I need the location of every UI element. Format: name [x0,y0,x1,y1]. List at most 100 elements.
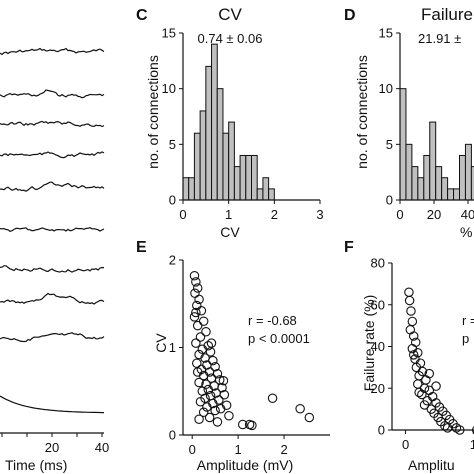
scatter-point [194,377,204,388]
panel-f-y-label: Failure rate (%) [361,295,377,391]
histogram-bar [411,166,419,201]
y-tick-label: 5 [169,137,176,152]
y-tick-label: 1 [169,340,176,355]
scatter-point [414,387,424,398]
scatter-point [192,283,203,293]
panel-e-points [189,270,315,431]
scatter-point [219,389,230,400]
scatter-point [198,407,209,417]
histogram-bar [188,177,195,201]
scatter-point [431,381,441,391]
panel-e: E 0 1 2 0 1 2 r = -0.68 p < 0.0001 Amplitude … [136,239,330,473]
scatter-point [189,270,200,281]
histogram-bar [222,132,230,201]
panel-f-axes: 0 20 40 60 80 0 1 [371,256,474,452]
histogram-bar [464,143,472,201]
y-tick-label: 0 [169,428,176,443]
histogram-bar [399,88,407,201]
scatter-point [190,288,200,298]
scatter-point [191,307,201,318]
scatter-point [194,294,204,305]
scatter-point [203,384,214,395]
histogram-bar [239,154,247,201]
panel-c-axes: 0 5 10 15 0 1 2 3 [162,26,324,223]
scatter-point [442,423,453,433]
scatter-point [192,320,203,331]
x-tick-label: 0 [179,207,186,222]
trace-line [0,292,105,305]
scatter-point [197,344,208,354]
y-tick-label: 5 [386,137,393,152]
trace-x-tick-label: 20 [45,440,59,455]
x-tick-label: 1 [225,207,232,222]
x-tick-label: 0 [402,437,409,452]
scatter-point [267,393,278,403]
histogram-bar [405,143,413,201]
histogram-bar [262,177,270,201]
trace-line [0,265,105,273]
y-tick-label: 15 [162,26,176,41]
panel-d-x-label: % [460,224,472,240]
panel-c-x-label: CV [220,224,240,240]
panel-e-y-label: CV [153,333,169,353]
scatter-point [408,331,419,341]
y-tick-label: 0 [386,193,393,208]
histogram-bar [453,188,460,201]
panel-d-bars [399,88,474,201]
panel-c-bars [182,43,275,201]
scatter-point [201,326,211,337]
scatter-point [210,405,220,416]
histogram-bar [429,121,437,201]
trace-line [0,181,105,192]
scatter-point [202,402,212,412]
panel-f: F 0 20 40 60 80 0 1 r = p Amplitu Failure rate… [344,239,474,473]
histogram-bar [233,166,241,201]
scatter-point [407,316,418,327]
x-tick-label: 3 [316,207,323,222]
scatter-point [192,367,203,377]
panel-f-stat-p: p [462,331,469,346]
histogram-bar [216,88,224,201]
histogram-bar [423,154,431,201]
histogram-bar [205,65,213,201]
scatter-point [204,412,215,423]
panel-f-points [404,287,474,435]
panel-label-c: C [136,7,148,24]
scatter-point [206,338,217,348]
panel-d: D Failure 21.91 ± 0 5 10 15 0 20 40 % no. of c… [344,5,474,240]
x-tick-label: 40 [461,207,474,222]
histogram-bar [256,188,264,201]
panel-d-title: Failure [421,5,473,24]
scatter-point [237,419,248,430]
x-tick-label: 0 [189,442,196,457]
scatter-point [195,332,206,342]
histogram-bar [435,166,443,201]
histogram-bar [447,188,455,201]
scatter-point [295,403,305,414]
x-tick-label: 1 [470,437,474,452]
x-tick-label: 2 [271,207,278,222]
trace-line [0,151,105,159]
scatter-point [196,305,207,316]
y-tick-label: 60 [371,297,385,312]
scatter-point [189,312,200,322]
y-tick-label: 10 [162,81,176,96]
y-tick-label: 80 [371,256,385,271]
histogram-bar [193,132,201,201]
scatter-point [419,400,430,410]
scatter-point [406,306,416,316]
trace-line-average [0,395,104,414]
scatter-point [247,420,257,431]
panel-label-f: F [344,239,354,256]
panel-e-stat-p: p < 0.0001 [248,331,310,346]
scatter-point [417,389,427,400]
histogram-bar [228,121,235,201]
histogram-bar [417,177,425,201]
y-tick-label: 0 [169,193,176,208]
scatter-point [191,277,201,287]
scatter-point [198,316,209,326]
panel-d-subtitle: 21.91 ± [418,31,461,46]
trace-line [0,47,105,56]
panel-d-y-label: no. of connections [354,55,370,169]
